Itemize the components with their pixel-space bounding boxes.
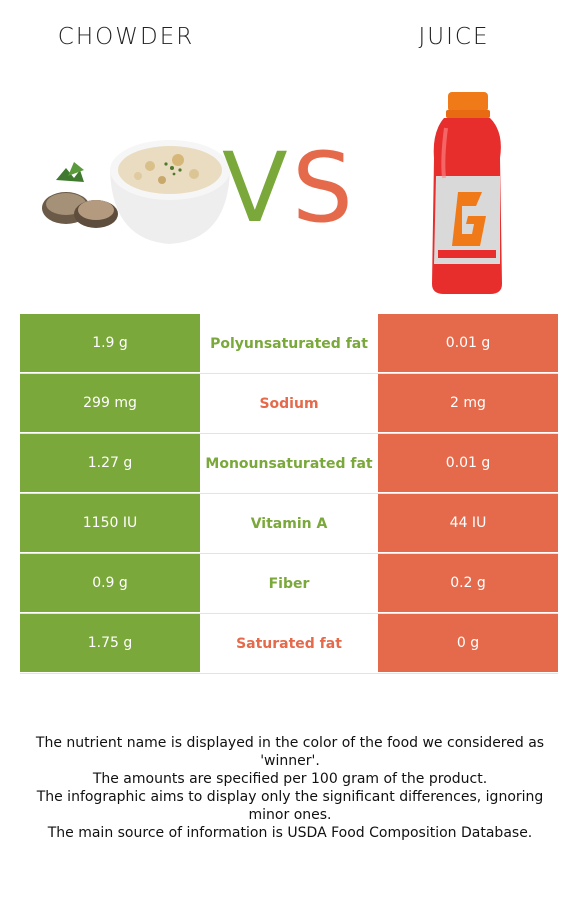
table-row: 0.9 g Fiber 0.2 g [20,554,558,614]
comparison-table: 1.9 g Polyunsaturated fat 0.01 g 299 mg Sodi… [20,314,558,674]
nutrient-name: Sodium [200,374,378,433]
left-food-title: CHOWDER [57,24,195,50]
juice-bottle-image [432,92,502,294]
table-row: 1.27 g Monounsaturated fat 0.01 g [20,434,558,494]
table-row: 1.9 g Polyunsaturated fat 0.01 g [20,314,558,374]
chowder-image [42,140,230,244]
vs-letter-v: V [222,132,288,244]
right-value: 0.01 g [378,434,558,493]
right-food-title: JUICE [418,24,490,50]
left-value: 1.9 g [20,314,200,373]
table-row: 299 mg Sodium 2 mg [20,374,558,434]
left-value: 299 mg [20,374,200,433]
nutrient-name: Monounsaturated fat [200,434,378,493]
nutrient-name: Fiber [200,554,378,613]
right-value: 0 g [378,614,558,673]
table-row: 1150 IU Vitamin A 44 IU [20,494,558,554]
left-value: 1.27 g [20,434,200,493]
nutrient-name: Polyunsaturated fat [200,314,378,373]
nutrient-name: Vitamin A [200,494,378,553]
right-value: 0.01 g [378,314,558,373]
footer-line-differences-note: The infographic aims to display only the… [36,789,544,823]
table-row: 1.75 g Saturated fat 0 g [20,614,558,674]
vs-letter-s: S [292,132,353,244]
right-value: 2 mg [378,374,558,433]
right-value: 0.2 g [378,554,558,613]
footer-notes: The nutrient name is displayed in the co… [20,734,560,842]
nutrient-name: Saturated fat [200,614,378,673]
left-value: 0.9 g [20,554,200,613]
right-value: 44 IU [378,494,558,553]
left-value: 1150 IU [20,494,200,553]
left-value: 1.75 g [20,614,200,673]
footer-line-source-note: The main source of information is USDA F… [47,825,533,841]
footer-line-winner-note: The nutrient name is displayed in the co… [35,735,545,769]
footer-line-amount-note: The amounts are specified per 100 gram o… [92,771,488,787]
